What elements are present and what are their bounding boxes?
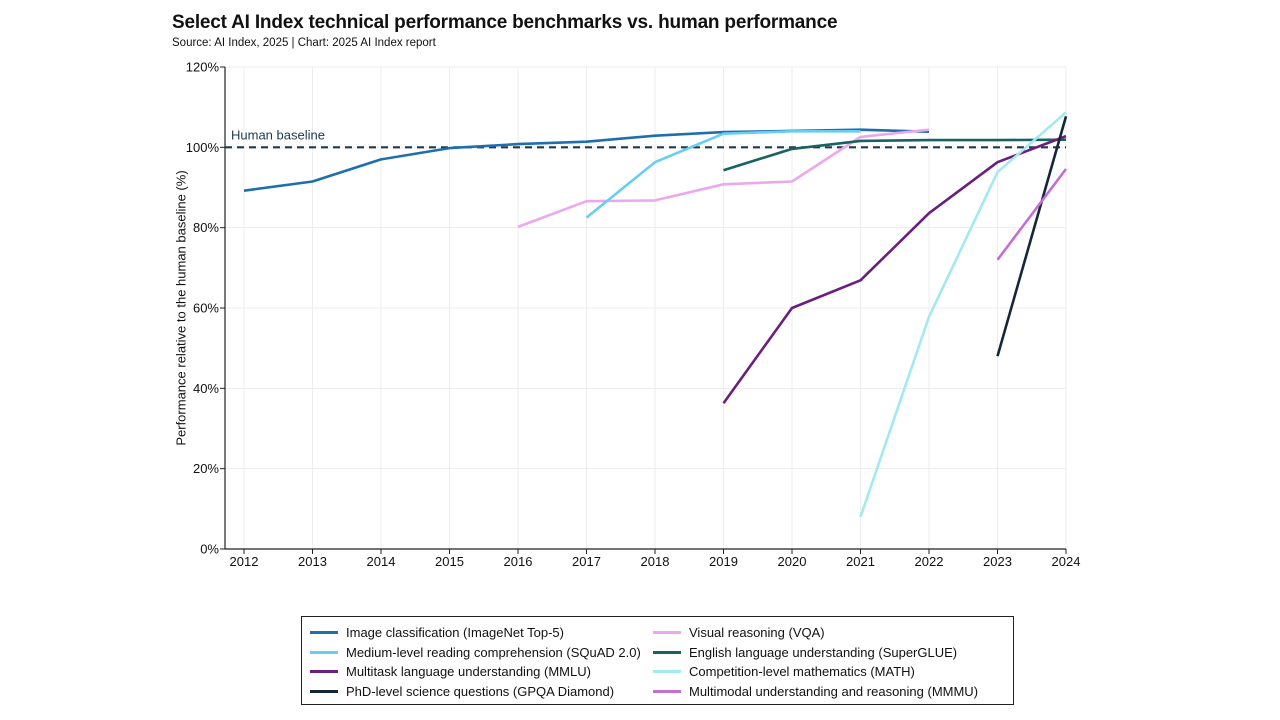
legend-label: Medium-level reading comprehension (SQuA… — [346, 644, 641, 660]
legend-item: Visual reasoning (VQA) — [653, 623, 993, 643]
x-tick-label: 2013 — [298, 554, 327, 569]
x-tick-label: 2020 — [778, 554, 807, 569]
x-tick-label: 2017 — [572, 554, 601, 569]
series-line-multitask-language-understanding-mmlu — [722, 134, 1067, 404]
x-tick-label: 2015 — [435, 554, 464, 569]
y-tick-label: 80% — [193, 220, 219, 235]
x-tick-label: 2018 — [641, 554, 670, 569]
legend-swatch — [310, 689, 338, 693]
legend-label: Competition-level mathematics (MATH) — [689, 664, 915, 680]
legend-item: Medium-level reading comprehension (SQuA… — [310, 643, 653, 663]
legend-item: Image classification (ImageNet Top-5) — [310, 623, 653, 643]
series-line-multimodal-understanding-and-reasoning-mmmu — [996, 168, 1068, 261]
series-line-medium-level-reading-comprehension-squad-2-0 — [585, 130, 861, 219]
y-tick-label: 120% — [186, 60, 220, 75]
legend-item: English language understanding (SuperGLU… — [653, 643, 993, 663]
legend-label: Visual reasoning (VQA) — [689, 625, 825, 641]
legend-label: Image classification (ImageNet Top-5) — [346, 625, 564, 641]
legend-swatch — [653, 689, 681, 693]
legend-swatch — [310, 650, 338, 654]
legend-label: Multitask language understanding (MMLU) — [346, 664, 591, 680]
x-tick-label: 2024 — [1052, 554, 1081, 569]
legend-label: Multimodal understanding and reasoning (… — [689, 683, 979, 699]
legend-item: Multimodal understanding and reasoning (… — [653, 682, 993, 702]
x-tick-label: 2022 — [915, 554, 944, 569]
y-tick-label: 60% — [193, 301, 219, 316]
human-baseline-label: Human baseline — [231, 127, 325, 142]
line-chart: 0% 20% 40% 60% 80% 100% 120% 2012 2013 2014 2015 20… — [186, 60, 1081, 570]
x-tick-label: 2019 — [709, 554, 738, 569]
y-tick-label: 100% — [186, 140, 220, 155]
x-tick-label: 2014 — [367, 554, 396, 569]
series-line-competition-level-mathematics-math — [859, 111, 1067, 518]
x-tick-label: 2023 — [983, 554, 1012, 569]
legend-swatch — [653, 670, 681, 674]
chart-legend: Image classification (ImageNet Top-5) Vis… — [301, 616, 1014, 705]
legend-item: PhD-level science questions (GPQA Diamon… — [310, 682, 653, 702]
x-tick-label: 2021 — [846, 554, 875, 569]
y-tick-label: 40% — [193, 381, 219, 396]
legend-label: English language understanding (SuperGLU… — [689, 644, 958, 660]
legend-swatch — [310, 631, 338, 635]
x-tick-label: 2012 — [230, 554, 259, 569]
series-lines — [243, 111, 1068, 518]
legend-item: Multitask language understanding (MMLU) — [310, 662, 653, 682]
human-baseline: Human baseline — [225, 127, 1066, 149]
legend-swatch — [653, 650, 681, 654]
y-tick-label: 0% — [200, 542, 219, 557]
chart-title: Select AI Index technical performance be… — [172, 12, 838, 33]
x-tick-label: 2016 — [504, 554, 533, 569]
legend-item: Competition-level mathematics (MATH) — [653, 662, 993, 682]
chart-subtitle: Source: AI Index, 2025 | Chart: 2025 AI … — [172, 37, 436, 49]
series-line-phd-level-science-questions-gpqa-diamond — [996, 116, 1068, 357]
y-tick-label: 20% — [193, 461, 219, 476]
legend-swatch — [653, 631, 681, 635]
legend-swatch — [310, 670, 338, 674]
legend-label: PhD-level science questions (GPQA Diamon… — [346, 683, 615, 699]
series-line-english-language-understanding-superglue — [723, 138, 1067, 172]
series-line-visual-reasoning-vqa — [517, 128, 930, 229]
